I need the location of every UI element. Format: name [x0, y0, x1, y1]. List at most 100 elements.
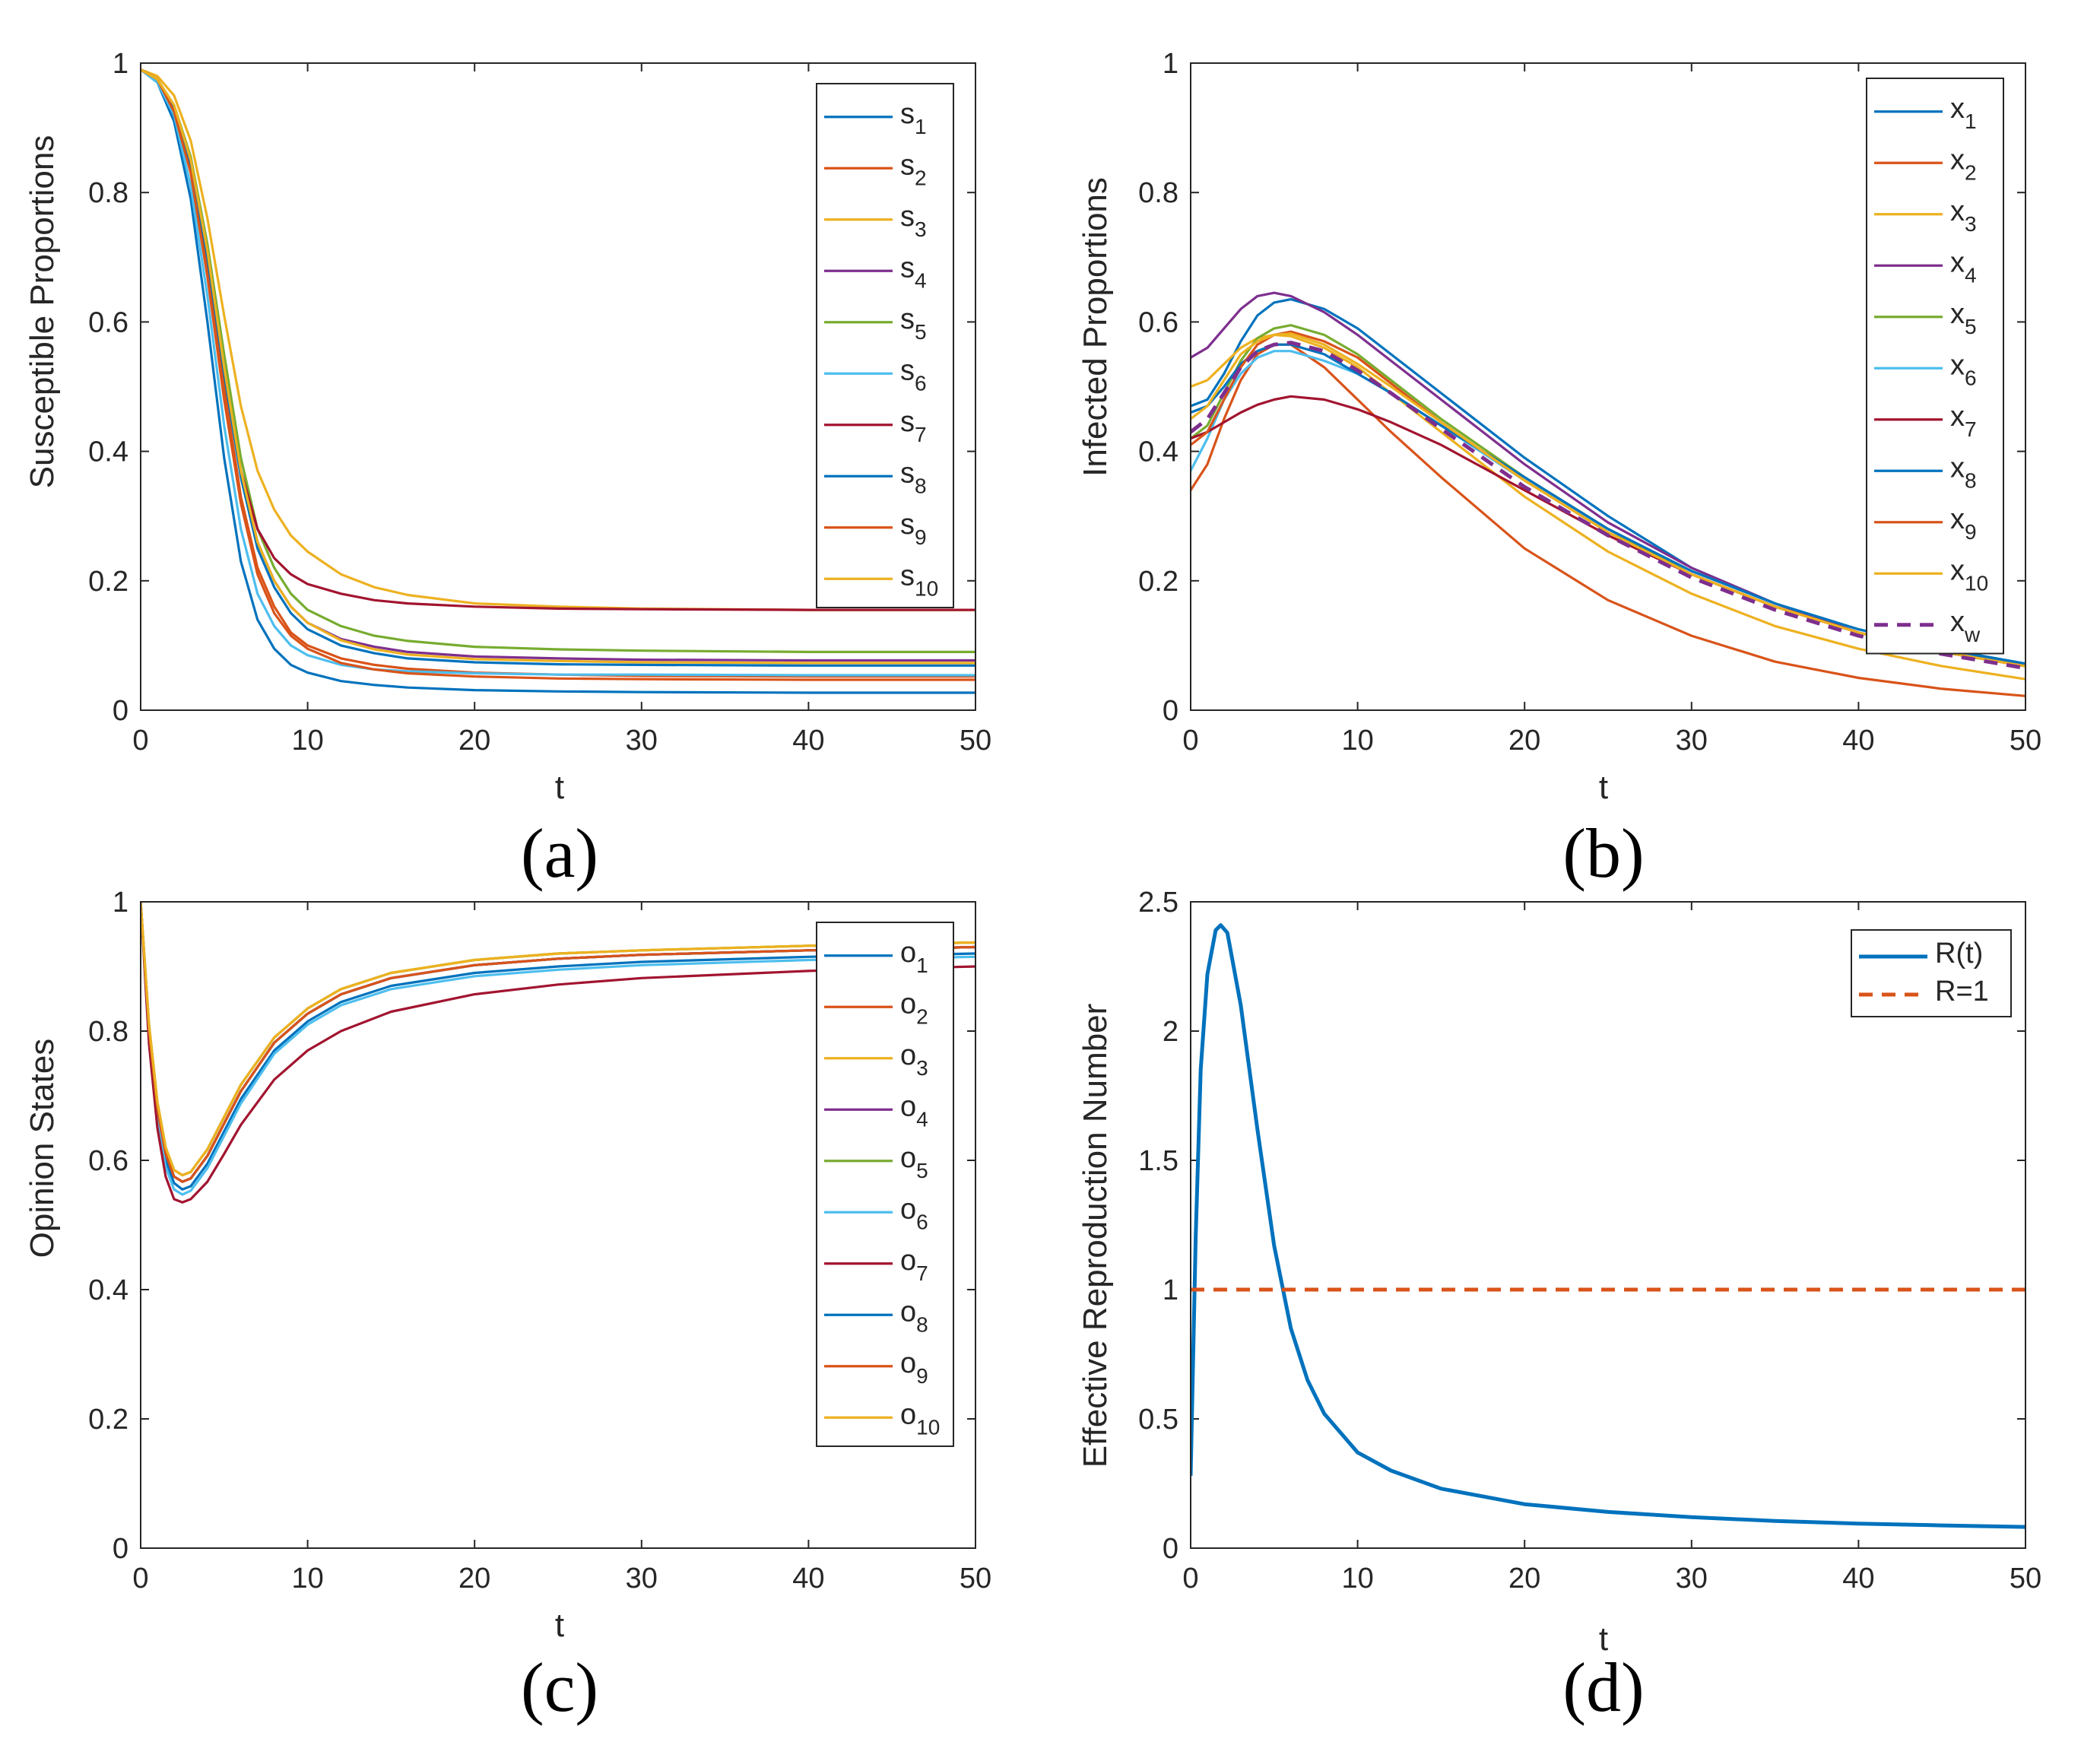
xlabel-d: t [1599, 1620, 1608, 1658]
ytick-label-a: 0 [113, 695, 128, 727]
xtick-label-a: 0 [132, 725, 148, 757]
ylabel-a: Susceptible Proportions [24, 135, 61, 489]
series-group-a [141, 68, 975, 694]
legend-label-s7: s7 [900, 406, 927, 446]
legend-label-o2: o2 [900, 988, 928, 1028]
xtick-label-b: 50 [2010, 725, 2041, 757]
ytick-label-a: 1 [113, 48, 128, 80]
ytick-label-a: 0.4 [88, 436, 128, 468]
legend-a: s1 s2 s3 s4 s5 s6 s7 s8 s9 s10 [816, 83, 954, 608]
plots: 0 10 20 30 40 5000.20.40.60.81s1s2s3s4s5s6s7s… [88, 48, 2041, 1595]
series-line-s3 [141, 68, 975, 611]
ytick-label-b: 0.2 [1138, 566, 1178, 598]
ytick-label-d: 1 [1163, 1274, 1178, 1306]
xtick-label-b: 10 [1341, 725, 1373, 757]
legend-label-s8: s8 [900, 457, 927, 497]
panel-a: Susceptible Proportions t (a) [24, 135, 598, 892]
series-line-x10 [1191, 332, 2025, 668]
ytick-label-d: 2 [1163, 1016, 1178, 1048]
series-line-s1 [141, 68, 975, 694]
xtick-label-d: 0 [1182, 1563, 1198, 1595]
legend-label-o1: o1 [900, 937, 928, 977]
legend-c: o1 o2 o3 o4 o5 o6 o7 o8 o9 o10 [816, 922, 954, 1447]
legend-label-o9: o9 [900, 1347, 928, 1388]
legend-label-o4: o4 [900, 1090, 928, 1131]
series-line-xw [1191, 341, 2025, 671]
legend-label-s5: s5 [900, 303, 927, 344]
xlabel-a: t [555, 769, 564, 806]
series-line-o7 [141, 902, 975, 1204]
legend-box-a [816, 83, 954, 608]
ytick-label-d: 2.5 [1138, 887, 1178, 919]
legend-label-s1: s1 [900, 98, 927, 138]
chart-d: 0 10 20 30 40 50 0 0.5 1 1.5 2 2.5 R(t) R=1 [1138, 887, 2041, 1595]
axes-frame-c [140, 901, 976, 1549]
ytick-label-a: 0.8 [88, 177, 128, 209]
series-line-o10 [141, 902, 975, 1177]
xtick-label-c: 0 [132, 1563, 148, 1595]
chart-c: 0 10 20 30 40 5000.20.40.60.81o1o2o3o4o5o6o7o… [88, 887, 991, 1595]
legend-label-x2: x2 [1950, 144, 1977, 184]
ytick-label-c: 0.4 [88, 1274, 128, 1306]
axes-frame-d [1190, 901, 2026, 1549]
legend-label-s2: s2 [900, 149, 927, 189]
series-line-o6 [141, 902, 975, 1196]
legend-box-d [1851, 929, 2012, 1017]
series-line-s6 [141, 68, 975, 677]
xtick-label-b: 20 [1508, 725, 1540, 757]
ytick-label-d: 0.5 [1138, 1404, 1178, 1436]
series-line-R(t) [1191, 923, 2025, 1529]
legend-label-x9: x9 [1950, 503, 1977, 544]
legend-label-o10: o10 [900, 1398, 940, 1439]
xtick-label-a: 10 [291, 725, 323, 757]
legend-label-s3: s3 [900, 201, 927, 241]
xtick-label-a: 30 [626, 725, 658, 757]
ylabel-c: Opinion States [24, 1039, 61, 1258]
ytick-label-c: 0.2 [88, 1404, 128, 1436]
xtick-label-c: 30 [626, 1563, 658, 1595]
xlabel-b: t [1599, 769, 1608, 806]
legend-label-o8: o8 [900, 1296, 928, 1336]
legend-label-s4: s4 [900, 252, 927, 292]
xtick-label-d: 10 [1341, 1563, 1373, 1595]
ytick-label-c: 0 [113, 1533, 128, 1565]
legend-label-s10: s10 [900, 560, 938, 600]
series-line-o9 [141, 902, 975, 1183]
legend-d: R(t) R=1 [1851, 929, 2012, 1017]
panel-c: Opinion States t (c) [24, 1039, 598, 1726]
ylabel-d: Effective Reproduction Number [1077, 1004, 1114, 1468]
legend-label-x6: x6 [1950, 349, 1977, 389]
ytick-label-c: 1 [113, 887, 128, 919]
legend-label-x1: x1 [1950, 93, 1977, 133]
ylabel-b: Infected Proportions [1077, 177, 1114, 477]
xtick-label-b: 0 [1182, 725, 1198, 757]
xtick-label-a: 50 [960, 725, 991, 757]
legend-label-x7: x7 [1950, 401, 1977, 441]
legend-label-o6: o6 [900, 1193, 928, 1233]
xtick-label-d: 20 [1508, 1563, 1540, 1595]
panel-d: Effective Reproduction Number t (d) [1077, 1004, 1645, 1726]
ytick-label-a: 0.2 [88, 566, 128, 598]
legend-label-s6: s6 [900, 354, 927, 395]
xtick-label-d: 30 [1676, 1563, 1708, 1595]
xtick-label-c: 10 [291, 1563, 323, 1595]
legend-label-x5: x5 [1950, 298, 1977, 338]
chart-a: 0 10 20 30 40 5000.20.40.60.81s1s2s3s4s5s6s7s… [88, 48, 991, 757]
xtick-label-c: 50 [960, 1563, 991, 1595]
ytick-label-d: 1.5 [1138, 1145, 1178, 1177]
legend-box-b [1866, 78, 2004, 655]
axes-frame-b [1190, 62, 2026, 711]
ytick-label-b: 0.4 [1138, 436, 1178, 468]
panel-label-b: (b) [1562, 814, 1644, 892]
ytick-label-b: 1 [1163, 48, 1178, 80]
xtick-label-d: 40 [1842, 1563, 1874, 1595]
series-group-d [1191, 923, 2025, 1529]
legend-label-o7: o7 [900, 1245, 928, 1285]
panel-label-c: (c) [521, 1649, 598, 1726]
panel-b: Infected Proportions t (b) [1077, 177, 1645, 892]
legend-label-x10: x10 [1950, 554, 1988, 595]
xtick-label-a: 20 [458, 725, 490, 757]
chart-b: 0 10 20 30 40 5000.20.40.60.81x1x2x3x4x5x6x7x… [1138, 48, 2041, 757]
legend-b: x1 x2 x3 x4 x5 x6 x7 x8 x9 x10 xw [1866, 78, 2004, 655]
legend-label-o3: o3 [900, 1039, 928, 1080]
